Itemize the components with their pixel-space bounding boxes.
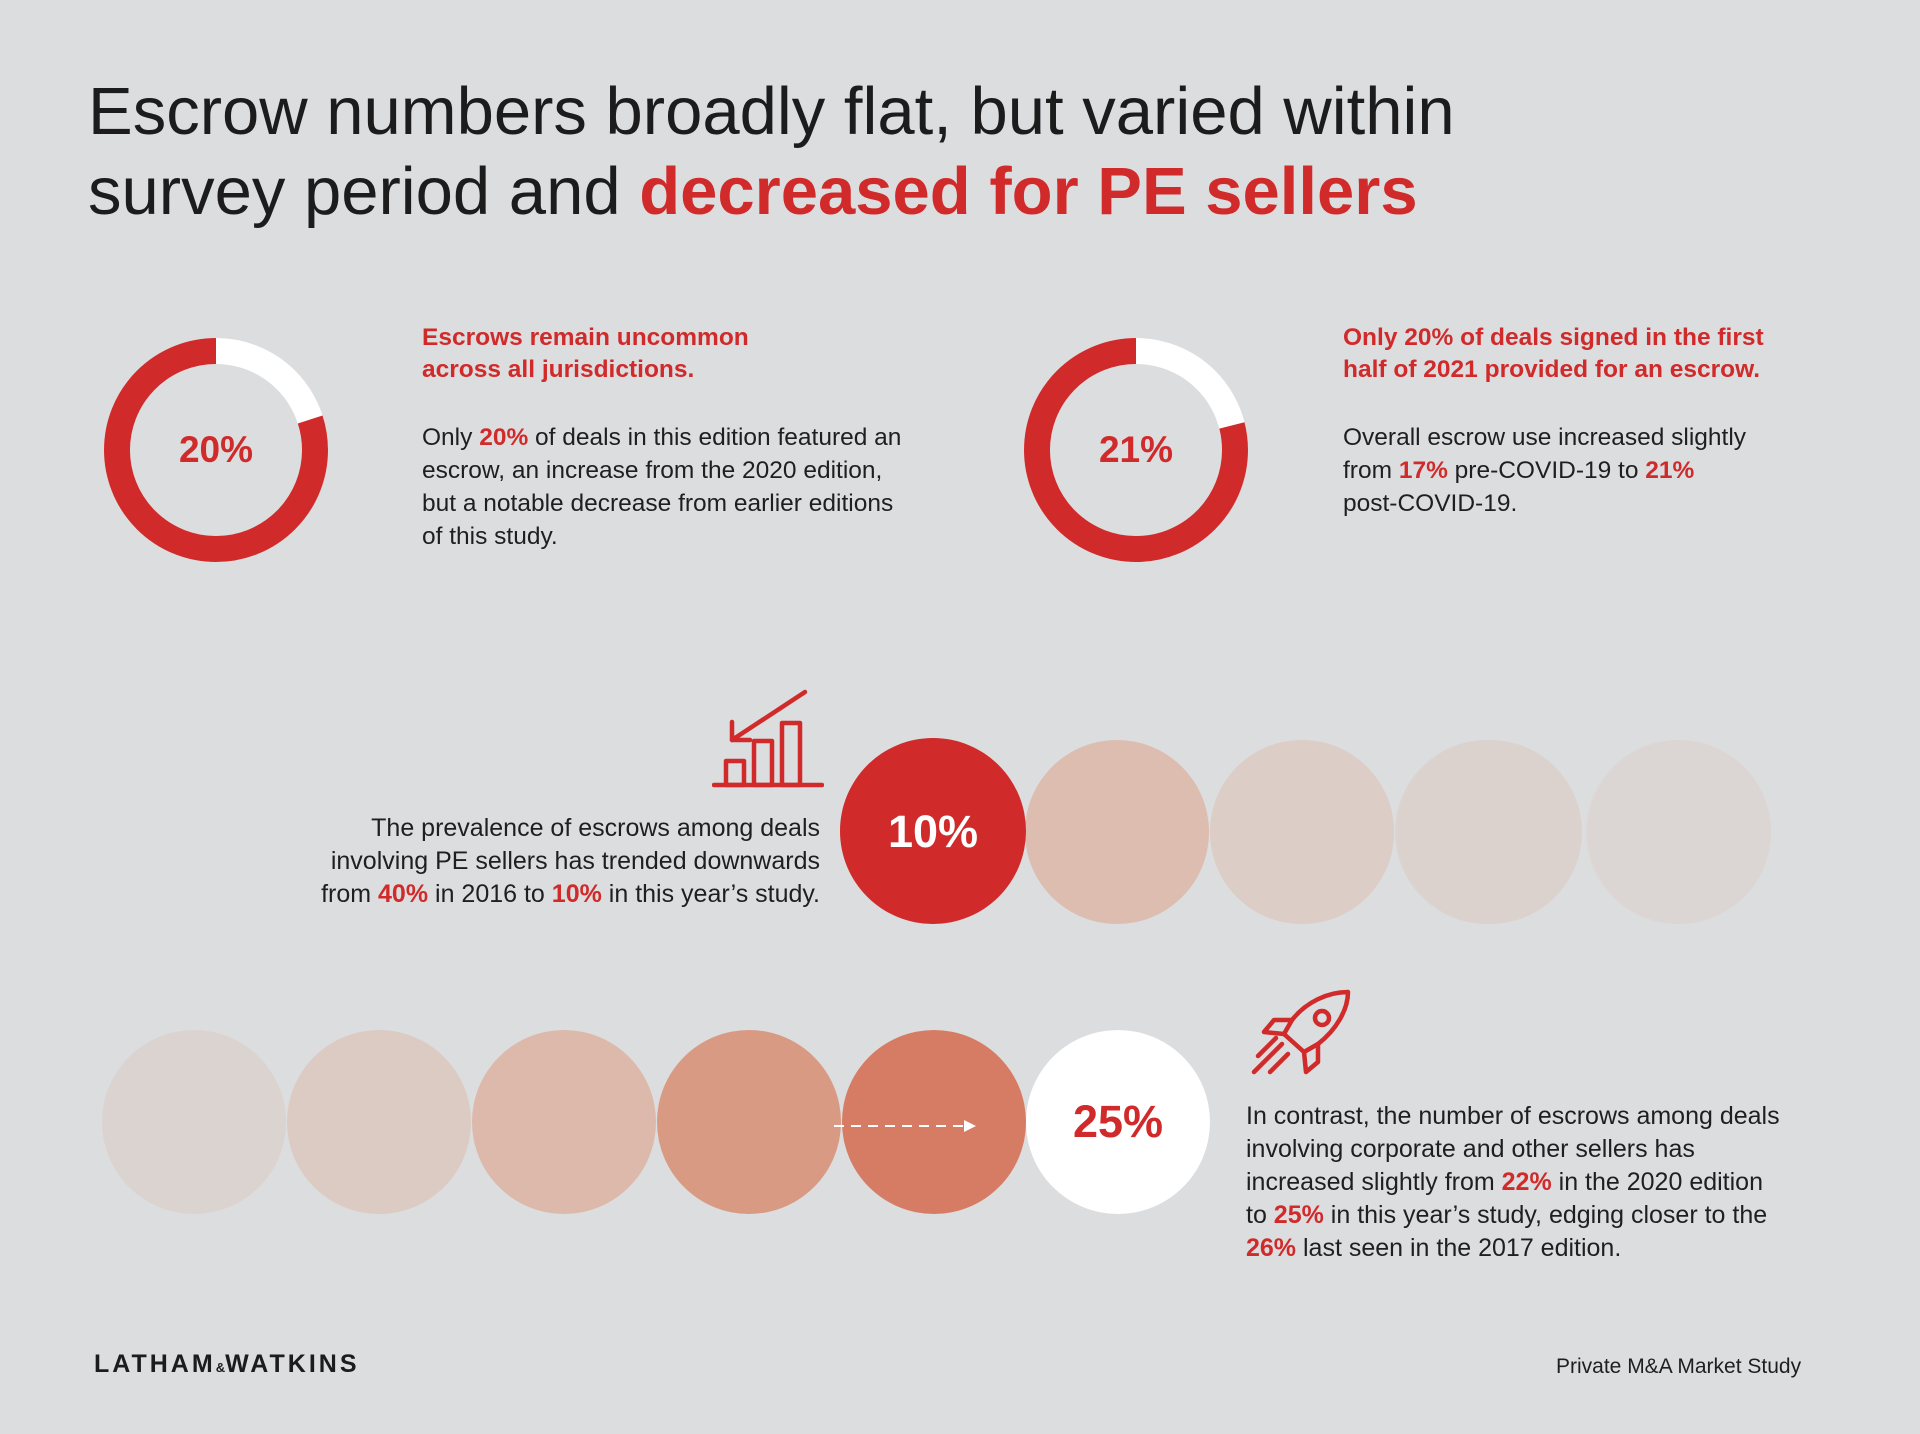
pe-faded-circle-5b [1587,740,1771,924]
donut-arc [1024,338,1248,562]
pe-faded-circle-2b [1210,740,1394,924]
donut-label-21: 21% [1098,429,1174,470]
corp-circle-2 [287,1030,471,1214]
pe-circle-label: 10% [887,806,979,857]
stat-heading-right: Only 20% of deals signed in the first ha… [1343,324,1764,383]
title-highlight: decreased for PE sellers [639,154,1418,229]
latham-watkins-logo: LATHAM&WATKINS [94,1350,360,1378]
corp-circle-4 [657,1030,841,1214]
corp-circle-1 [102,1030,286,1214]
rocket-icon [1251,989,1351,1075]
pe-highlight-circle [840,738,1026,924]
stat-body-right: Overall escrow use increased slightly fr… [1343,424,1747,517]
corp-circle-3 [472,1030,656,1214]
donut-arc [104,338,328,562]
pe-faded-circle-1 [1025,740,1209,924]
publication-name: Private M&A Market Study [1556,1355,1802,1378]
donut-chart-21 [1024,338,1248,562]
stat-heading-left: Escrows remain uncommon across all juris… [422,324,749,383]
dashed-arrow-icon [834,1120,976,1132]
corporate-sellers-text: In contrast, the number of escrows among… [1246,1102,1780,1262]
donut-label-20: 20% [178,429,254,470]
pe-faded-circle-3b [1398,740,1582,924]
corp-highlight-circle [1026,1030,1210,1214]
pe-sellers-text: The prevalence of escrows among deals in… [321,814,820,908]
title-line-1: Escrow numbers broadly flat, but varied … [88,74,1455,149]
corp-circle-5 [842,1030,1026,1214]
page-title: Escrow numbers broadly flat, but varied … [88,72,1788,232]
donut-chart-20 [104,338,328,562]
corp-circle-label: 25% [1072,1096,1164,1147]
stat-body-left: Only 20% of deals in this edition featur… [422,424,902,550]
title-line-2: survey period and [88,154,640,229]
declining-bar-chart-icon [712,689,824,788]
